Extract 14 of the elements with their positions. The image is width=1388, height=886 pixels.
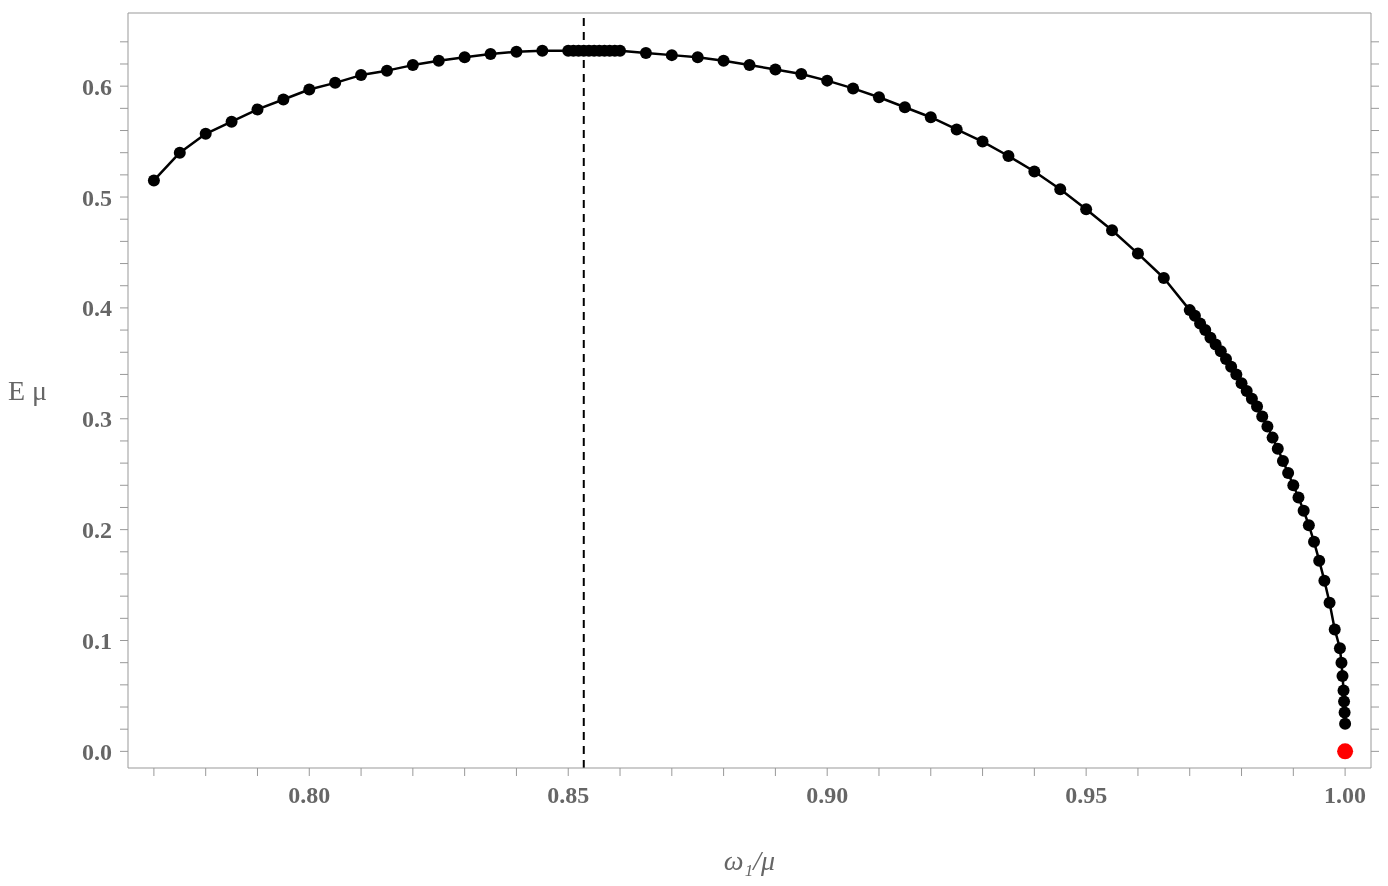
y-axis-title: E μ <box>8 375 48 407</box>
y-tick-label: 0.6 <box>82 73 112 100</box>
x-tick-label: 0.80 <box>288 782 331 809</box>
y-tick-label: 0.0 <box>82 738 112 765</box>
x-tick-label: 0.90 <box>806 782 849 809</box>
y-tick-label: 0.1 <box>82 628 112 655</box>
y-tick-label: 0.4 <box>82 295 112 322</box>
y-tick-label: 0.3 <box>82 406 112 433</box>
y-tick-label: 0.5 <box>82 184 112 211</box>
x-tick-label: 1.00 <box>1324 782 1367 809</box>
y-tick-label: 0.2 <box>82 517 112 544</box>
x-tick-label: 0.85 <box>547 782 590 809</box>
x-axis-title: ω₁/μ <box>723 845 776 876</box>
x-tick-label: 0.95 <box>1065 782 1108 809</box>
